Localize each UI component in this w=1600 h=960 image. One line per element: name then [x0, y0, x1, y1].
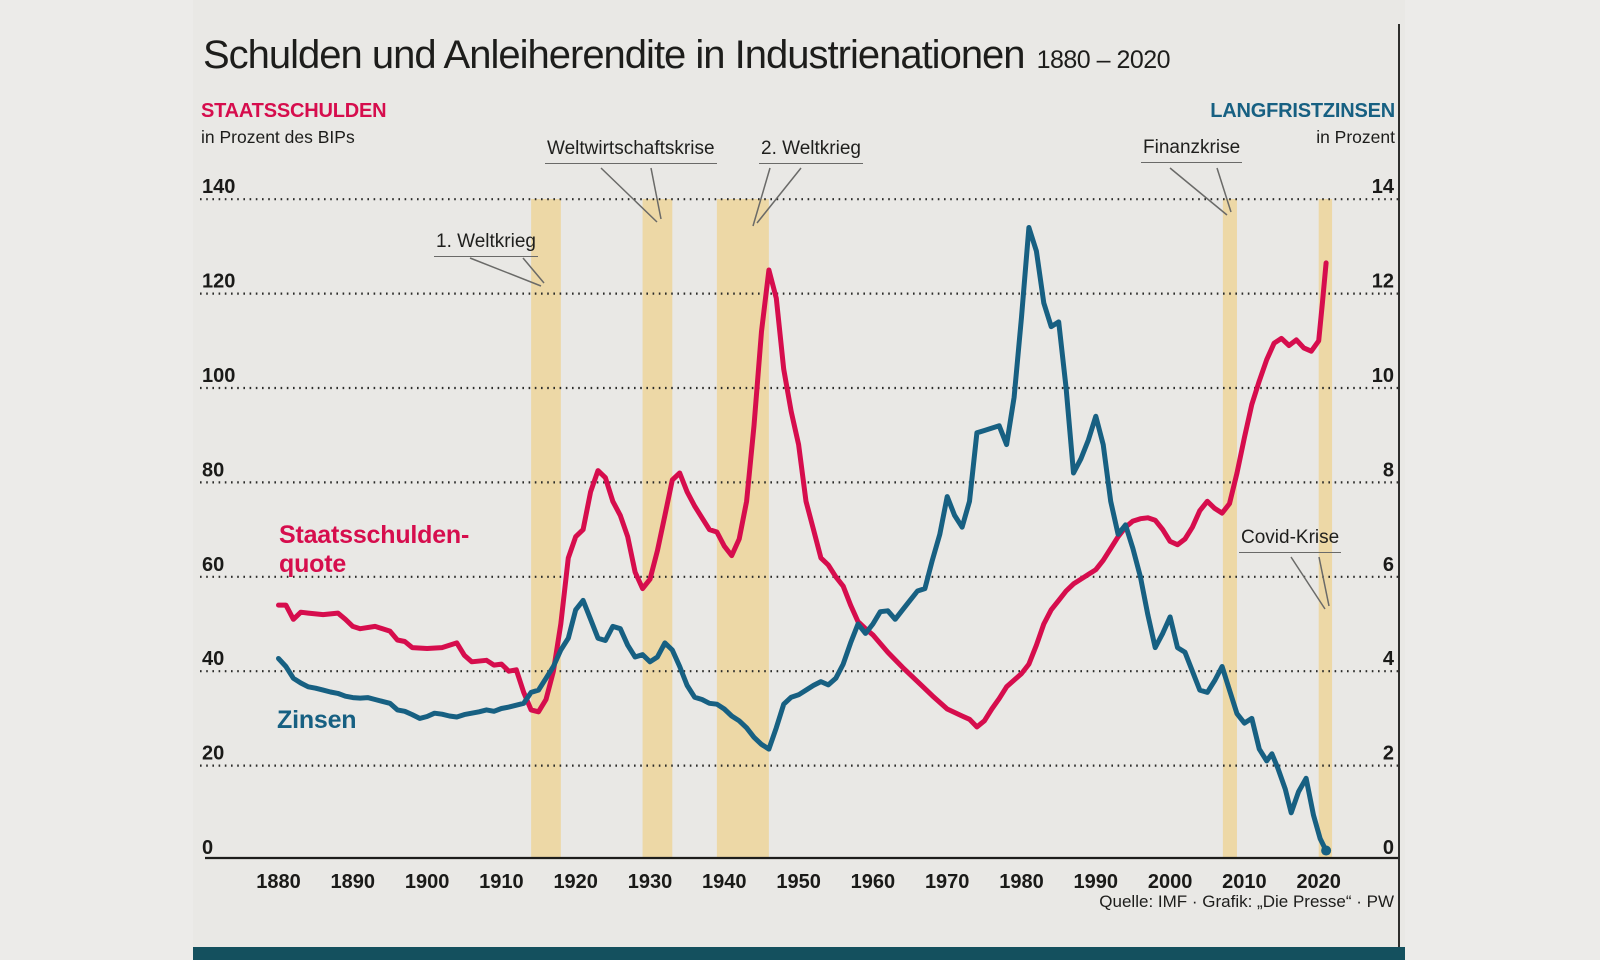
- title-range: 1880 – 2020: [1036, 46, 1171, 74]
- annotation-pointer-covid-0: [1290, 556, 1326, 610]
- x-tick-2020: 2020: [1296, 871, 1341, 893]
- source-credit: Quelle: IMF · Grafik: „Die Presse“ · PW: [1099, 892, 1394, 911]
- left-tick-80: 80: [202, 459, 224, 481]
- title-row: Schulden und Anleiherendite in Industrie…: [203, 33, 1171, 78]
- right-axis-header: LANGFRISTZINSEN in Prozent: [1210, 99, 1395, 149]
- x-tick-1980: 1980: [999, 871, 1044, 893]
- rate-line-end-dot: [1321, 845, 1332, 856]
- left-tick-0: 0: [202, 837, 213, 859]
- annotation-pointer-fin-1: [1216, 167, 1232, 213]
- rate-line: [276, 225, 1329, 854]
- event-band-ww1: [531, 199, 561, 858]
- annotation-pointer-wwk-0: [600, 167, 658, 223]
- right-axis-unit: in Prozent: [1316, 127, 1395, 147]
- series-label-debt-line2: quote: [279, 550, 347, 578]
- x-tick-1890: 1890: [331, 871, 376, 893]
- annotation-pointer-ww1-1: [522, 257, 545, 284]
- x-tick-1880: 1880: [256, 871, 301, 893]
- x-tick-1930: 1930: [628, 871, 673, 893]
- series-label-staatsschuldenquote: Staatsschulden- quote: [279, 521, 469, 579]
- x-tick-1940: 1940: [702, 871, 747, 893]
- x-tick-2000: 2000: [1148, 871, 1193, 893]
- left-axis-unit: in Prozent des BIPs: [201, 127, 355, 147]
- right-tick-0: 0: [1383, 837, 1394, 859]
- x-tick-1910: 1910: [479, 871, 524, 893]
- right-tick-14: 14: [1372, 176, 1395, 198]
- event-band-covid: [1318, 199, 1333, 858]
- left-tick-100: 100: [202, 365, 235, 387]
- series-label-debt-line1: Staatsschulden-: [279, 521, 470, 549]
- right-tick-4: 4: [1383, 648, 1395, 670]
- debt-line: [276, 260, 1329, 730]
- annotation-pointer-fin-0: [1169, 167, 1228, 216]
- x-tick-1970: 1970: [925, 871, 970, 893]
- right-tick-8: 8: [1383, 459, 1394, 481]
- left-tick-140: 140: [202, 176, 235, 198]
- event-band-wwk: [642, 199, 673, 858]
- annotation-covid-krise: Covid-Krise: [1239, 527, 1342, 553]
- left-tick-60: 60: [202, 554, 224, 576]
- series-label-zinsen: Zinsen: [277, 706, 357, 734]
- annotation-pointer-wwk-1: [650, 167, 662, 220]
- annotation-ww2: 2. Weltkrieg: [759, 138, 863, 164]
- right-tick-12: 12: [1372, 271, 1394, 293]
- x-tick-1900: 1900: [405, 871, 450, 893]
- annotation-finanzkrise: Finanzkrise: [1141, 137, 1243, 163]
- chart-panel: [193, 0, 1405, 960]
- annotation-pointer-covid-1: [1318, 556, 1330, 607]
- left-tick-20: 20: [202, 743, 224, 765]
- left-tick-40: 40: [202, 648, 224, 670]
- left-axis-title: STAATSSCHULDEN: [201, 100, 387, 122]
- annotation-ww1: 1. Weltkrieg: [434, 231, 538, 257]
- x-tick-1990: 1990: [1074, 871, 1119, 893]
- left-tick-120: 120: [202, 271, 235, 293]
- right-tick-2: 2: [1383, 743, 1394, 765]
- left-axis-header: STAATSSCHULDEN in Prozent des BIPs: [201, 99, 387, 149]
- annotation-pointer-ww1-0: [469, 257, 542, 287]
- x-tick-1920: 1920: [553, 871, 598, 893]
- panel-right-border: [1398, 24, 1400, 947]
- footer-bar: [193, 947, 1405, 960]
- right-tick-10: 10: [1372, 365, 1394, 387]
- annotation-pointer-ww2-1: [756, 167, 802, 224]
- annotation-pointer-ww2-0: [752, 167, 771, 227]
- event-band-fin: [1222, 199, 1237, 858]
- annotation-weltwirtschaftskrise: Weltwirtschaftskrise: [545, 138, 717, 164]
- x-tick-1960: 1960: [851, 871, 896, 893]
- right-tick-6: 6: [1383, 554, 1394, 576]
- x-tick-2010: 2010: [1222, 871, 1267, 893]
- right-axis-title: LANGFRISTZINSEN: [1210, 100, 1395, 122]
- x-tick-1950: 1950: [776, 871, 821, 893]
- page-title: Schulden und Anleiherendite in Industrie…: [203, 33, 1026, 77]
